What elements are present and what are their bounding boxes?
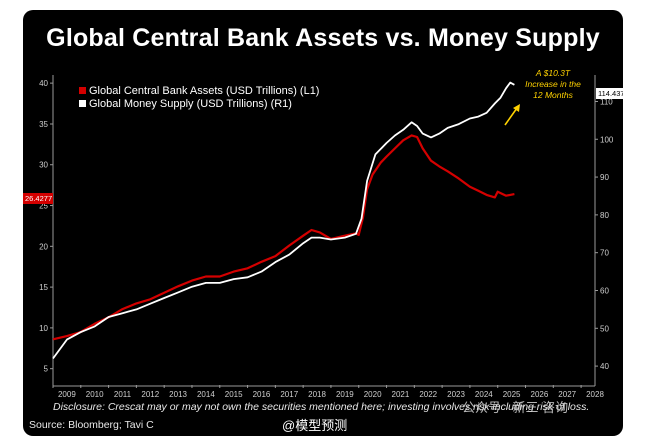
x-axis-tick-label: 2024 bbox=[475, 390, 493, 399]
weibo-watermark: @模型预测 bbox=[282, 418, 348, 433]
annotation-arrowhead bbox=[513, 104, 520, 112]
annotation-line-2: Increase in the bbox=[525, 79, 581, 89]
wechat-watermark: 公众号 · 新三 咨询 bbox=[462, 400, 569, 415]
x-axis-tick-label: 2021 bbox=[392, 390, 410, 399]
x-axis-tick-label: 2027 bbox=[558, 390, 576, 399]
x-axis-tick-label: 2011 bbox=[114, 390, 132, 399]
chart-legend: Global Central Bank Assets (USD Trillion… bbox=[79, 85, 319, 110]
disclosure-text: Disclosure: Crescat may or may not own t… bbox=[53, 401, 590, 413]
x-axis-tick-label: 2010 bbox=[86, 390, 104, 399]
right-axis-tick-label: 70 bbox=[600, 249, 609, 258]
right-axis-tick-label: 90 bbox=[600, 173, 609, 182]
left-axis-tick-label: 15 bbox=[39, 283, 48, 292]
legend-swatch-central-bank bbox=[79, 87, 86, 94]
right-axis-tick-label: 40 bbox=[600, 362, 609, 371]
badge-left-value: 26.4277 bbox=[25, 194, 52, 203]
left-axis-tick-label: 40 bbox=[39, 79, 48, 88]
x-axis-tick-label: 2015 bbox=[225, 390, 243, 399]
left-axis-tick-label: 5 bbox=[44, 365, 49, 374]
x-axis-tick-label: 2028 bbox=[586, 390, 604, 399]
right-axis-tick-label: 100 bbox=[600, 135, 614, 144]
right-axis-tick-label: 80 bbox=[600, 211, 609, 220]
right-axis-tick-label: 50 bbox=[600, 324, 609, 333]
x-axis-tick-label: 2020 bbox=[364, 390, 382, 399]
x-axis-tick-label: 2013 bbox=[169, 390, 187, 399]
x-axis-tick-label: 2025 bbox=[503, 390, 521, 399]
chart-card: Global Central Bank Assets vs. Money Sup… bbox=[23, 10, 623, 436]
x-axis-tick-label: 2023 bbox=[447, 390, 465, 399]
x-axis-tick-label: 2009 bbox=[58, 390, 76, 399]
x-axis-tick-label: 2012 bbox=[141, 390, 159, 399]
last-value-badge-right: 114.4374 bbox=[596, 88, 623, 99]
badge-right-bg bbox=[596, 88, 623, 99]
left-axis-tick-label: 25 bbox=[39, 202, 48, 211]
x-axis-tick-label: 2022 bbox=[419, 390, 437, 399]
annotation-line-1: A $10.3T bbox=[535, 68, 571, 78]
left-axis-tick-label: 20 bbox=[39, 242, 48, 251]
source-text: Source: Bloomberg; Tavi C bbox=[29, 419, 154, 431]
x-axis-tick-label: 2016 bbox=[253, 390, 271, 399]
legend-swatch-money-supply bbox=[79, 100, 86, 107]
annotation-line-3: 12 Months bbox=[533, 90, 573, 100]
chart-title: Global Central Bank Assets vs. Money Sup… bbox=[46, 24, 600, 52]
last-value-badge-left: 26.4277 bbox=[23, 193, 53, 204]
left-axis-tick-label: 35 bbox=[39, 120, 48, 129]
badge-right-value: 114.4374 bbox=[598, 89, 623, 98]
x-axis-tick-label: 2018 bbox=[308, 390, 326, 399]
x-axis-tick-label: 2014 bbox=[197, 390, 215, 399]
x-axis-tick-label: 2017 bbox=[280, 390, 298, 399]
x-axis-tick-label: 2019 bbox=[336, 390, 354, 399]
annotation-arrow bbox=[504, 107, 518, 126]
legend-label-central-bank: Global Central Bank Assets (USD Trillion… bbox=[89, 85, 319, 97]
right-axis-tick-label: 60 bbox=[600, 286, 609, 295]
plot-area bbox=[53, 75, 595, 385]
increase-annotation: A $10.3T Increase in the 12 Months bbox=[504, 68, 581, 126]
series-lines bbox=[52, 81, 515, 360]
left-axis-tick-label: 10 bbox=[39, 324, 48, 333]
left-axis-tick-label: 30 bbox=[39, 161, 48, 170]
x-axis-tick-label: 2026 bbox=[531, 390, 549, 399]
right-axis-tick-label: 110 bbox=[600, 97, 613, 106]
legend-label-money-supply: Global Money Supply (USD Trillions) (R1) bbox=[89, 98, 292, 110]
money-supply-line bbox=[52, 81, 515, 360]
central-bank-assets-line bbox=[52, 134, 515, 341]
badge-left-bg bbox=[23, 193, 53, 204]
